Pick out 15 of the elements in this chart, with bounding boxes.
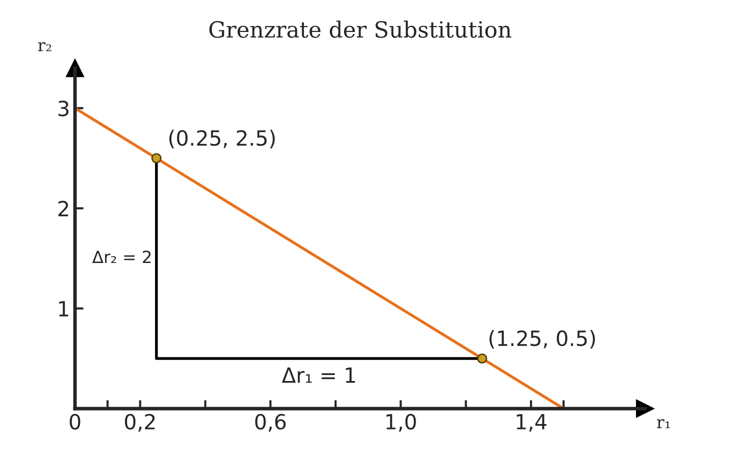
y-tick-label: 2 xyxy=(58,200,68,216)
x-tick-label: 1,4 xyxy=(516,414,546,432)
chart-title: Grenzrate der Substitution xyxy=(209,20,512,38)
annotation: Δr₁ = 1 xyxy=(282,368,355,383)
y-axis-title: r₂ xyxy=(38,42,52,52)
y-tick-label: 3 xyxy=(58,100,68,116)
x-tick-label: 0 xyxy=(70,414,80,430)
x-axis-title: r₁ xyxy=(657,419,670,428)
x-tick-label: 0,2 xyxy=(124,414,155,432)
y-tick-label: 1 xyxy=(59,301,68,316)
annotation: (0.25, 2.5) xyxy=(169,130,275,148)
annotation: Δr₂ = 2 xyxy=(92,250,151,264)
x-tick-label: 0,6 xyxy=(255,414,286,432)
annotation: (1.25, 0.5) xyxy=(489,330,595,349)
x-tick-label: 1,0 xyxy=(386,414,416,432)
